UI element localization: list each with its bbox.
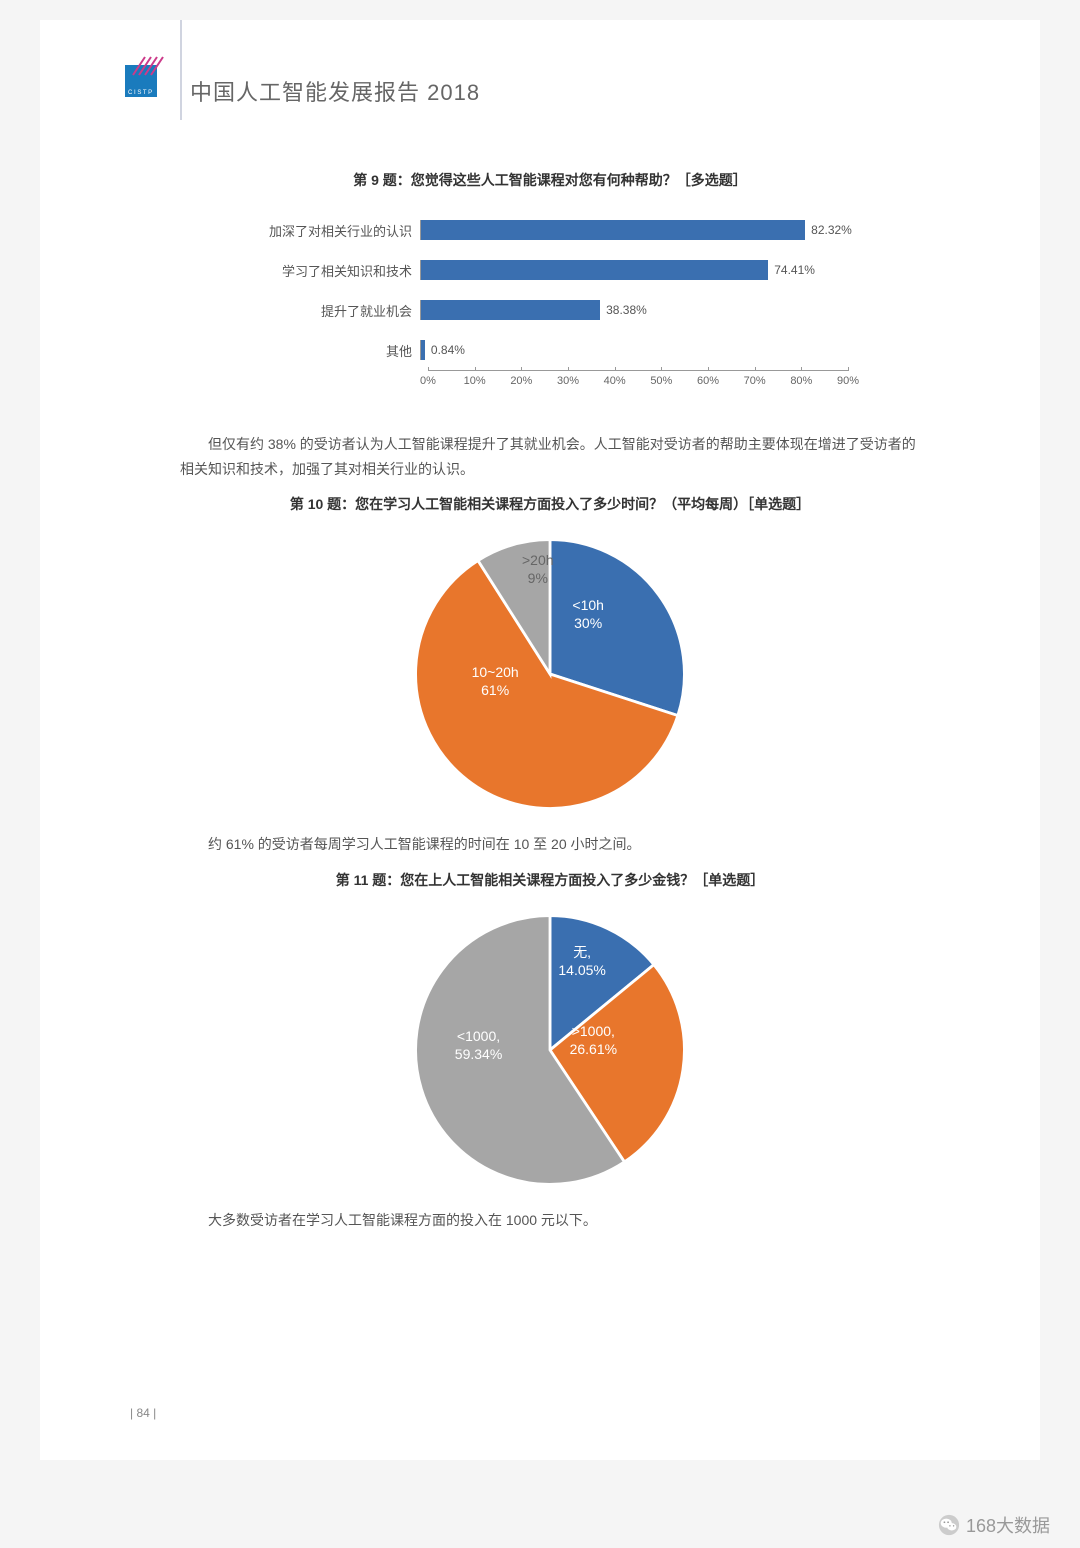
bar-label: 提升了就业机会 [240, 301, 420, 320]
header-logo: C I S T P [125, 55, 167, 97]
bar-row: 提升了就业机会38.38% [240, 290, 860, 330]
pie-slice-label: <10h30% [572, 596, 604, 632]
bar-tick [801, 367, 802, 371]
watermark: 168大数据 [938, 1512, 1050, 1538]
pie1-caption: 约 61% 的受访者每周学习人工智能课程的时间在 10 至 20 小时之间。 [180, 832, 920, 857]
bar-chart-title: 第 9 题：您觉得这些人工智能课程对您有何种帮助？［多选题］ [180, 170, 920, 190]
pie2-chart: 无,14.05% >1000,26.61% <1000,59.34% [410, 910, 690, 1190]
pie-slice-label: >1000,26.61% [570, 1022, 617, 1058]
bar-chart-caption: 但仅有约 38% 的受访者认为人工智能课程提升了其就业机会。人工智能对受访者的帮… [180, 432, 920, 482]
content: 第 9 题：您觉得这些人工智能课程对您有何种帮助？［多选题］ 加深了对相关行业的… [180, 170, 920, 1245]
bar-value: 82.32% [811, 220, 852, 240]
bar-row: 学习了相关知识和技术74.41% [240, 250, 860, 290]
bar-value: 74.41% [774, 260, 815, 280]
bar-tick-label: 80% [790, 375, 812, 387]
header-margin-line [180, 20, 182, 120]
pie2-caption: 大多数受访者在学习人工智能课程方面的投入在 1000 元以下。 [180, 1208, 920, 1233]
svg-text:C I S T P: C I S T P [128, 90, 152, 96]
bar-tick [428, 367, 429, 371]
bar-tick [755, 367, 756, 371]
bar-tick-label: 0% [420, 375, 436, 387]
bar-label: 其他 [240, 341, 420, 360]
pie-slice-label: >20h9% [522, 551, 554, 587]
bar-tick [661, 367, 662, 371]
bar-value: 0.84% [431, 340, 465, 360]
watermark-text: 168大数据 [966, 1512, 1050, 1538]
pie1-chart: <10h30% 10~20h61% >20h9% [410, 534, 690, 814]
bar-tick-label: 10% [464, 375, 486, 387]
bar-tick-label: 70% [744, 375, 766, 387]
bar-fill: 38.38% [421, 300, 600, 320]
wechat-icon [938, 1514, 960, 1536]
bar-fill: 82.32% [421, 220, 805, 240]
bar-label: 加深了对相关行业的认识 [240, 221, 420, 240]
bar-tick-label: 40% [604, 375, 626, 387]
bar-row: 加深了对相关行业的认识82.32% [240, 210, 860, 250]
bar-tick [475, 367, 476, 371]
bar-tick [615, 367, 616, 371]
pie-slice-label: 10~20h61% [472, 663, 519, 699]
bar-tick [848, 367, 849, 371]
bar-tick-label: 50% [650, 375, 672, 387]
bar-track: 74.41% [420, 260, 840, 280]
bar-track: 82.32% [420, 220, 840, 240]
pie-svg [410, 910, 690, 1190]
pie-slice-label: <1000,59.34% [455, 1027, 502, 1063]
page: C I S T P 中国人工智能发展报告 2018 第 9 题：您觉得这些人工智… [40, 20, 1040, 1460]
bar-track: 38.38% [420, 300, 840, 320]
pie-slice-label: 无,14.05% [558, 943, 605, 979]
bar-track: 0.84% [420, 340, 840, 360]
bar-tick [708, 367, 709, 371]
pie2-title: 第 11 题：您在上人工智能相关课程方面投入了多少金钱？［单选题］ [180, 870, 920, 890]
bar-value: 38.38% [606, 300, 647, 320]
bar-tick [568, 367, 569, 371]
bar-chart: 加深了对相关行业的认识82.32%学习了相关知识和技术74.41%提升了就业机会… [240, 210, 860, 420]
bar-tick-label: 60% [697, 375, 719, 387]
bar-axis: 0%10%20%30%40%50%60%70%80%90% [428, 370, 848, 390]
bar-row: 其他0.84% [240, 330, 860, 370]
bar-tick-label: 90% [837, 375, 859, 387]
bar-tick-label: 30% [557, 375, 579, 387]
bar-fill: 0.84% [421, 340, 425, 360]
bar-tick-label: 20% [510, 375, 532, 387]
page-number: | 84 | [130, 1406, 156, 1420]
bar-fill: 74.41% [421, 260, 768, 280]
pie1-title: 第 10 题：您在学习人工智能相关课程方面投入了多少时间？（平均每周）［单选题］ [180, 494, 920, 514]
bar-label: 学习了相关知识和技术 [240, 261, 420, 280]
page-title: 中国人工智能发展报告 2018 [190, 75, 480, 107]
bar-tick [521, 367, 522, 371]
